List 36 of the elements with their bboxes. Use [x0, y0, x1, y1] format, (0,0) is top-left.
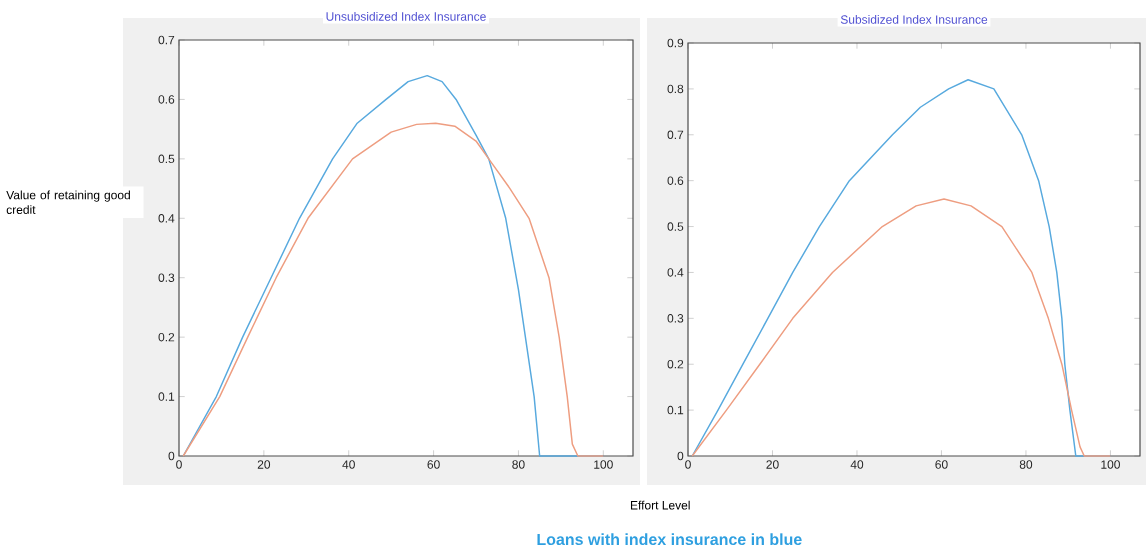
y-tick-label: 0.6 — [667, 176, 684, 185]
y-tick-label: 0.2 — [667, 359, 684, 369]
x-tick-label: 40 — [850, 460, 864, 469]
y-tick-label: 0.7 — [667, 130, 684, 140]
y-tick-label: 0.3 — [158, 273, 175, 282]
x-tick-label: 0 — [685, 460, 691, 469]
y-tick-label: 0.9 — [667, 38, 684, 48]
y-tick-label: 0.5 — [667, 222, 684, 231]
x-tick-label: 60 — [935, 460, 948, 469]
y-tick-label: 0.1 — [158, 392, 175, 401]
y-axis-title: Value of retaining good credit — [6, 190, 130, 214]
y-tick-label: 0.5 — [158, 154, 175, 164]
y-tick-label: 0.4 — [158, 214, 175, 223]
line-series — [691, 198, 1112, 457]
x-tick-label: 20 — [257, 460, 271, 469]
x-tick-label: 100 — [594, 460, 613, 469]
x-tick-label: 100 — [1101, 460, 1120, 469]
y-tick-label: 0.4 — [667, 268, 684, 277]
y-tick-label: 0.7 — [158, 35, 175, 45]
x-tick-label: 80 — [1019, 460, 1033, 469]
y-tick-label: 0.8 — [667, 84, 684, 94]
y-tick-label: 0.2 — [158, 332, 175, 342]
y-tick-label: 0 — [168, 451, 175, 461]
chart-title: Subsidized Index Insurance — [840, 14, 988, 24]
x-tick-label: 60 — [427, 460, 440, 469]
y-tick-label: 0.3 — [667, 314, 684, 323]
y-tick-label: 0.6 — [158, 95, 175, 104]
chart-title: Unsubsidized Index Insurance — [326, 11, 486, 21]
x-tick-label: 80 — [512, 460, 525, 469]
text: Loans with index insurance in blue — [537, 533, 802, 546]
y-tick-label: 0 — [677, 451, 684, 461]
x-tick-label: 40 — [342, 460, 355, 469]
y-tick-label: 0.1 — [667, 405, 684, 415]
x-axis-title: Effort Level — [630, 500, 690, 510]
x-tick-label: 20 — [766, 460, 779, 469]
x-tick-label: 0 — [176, 460, 182, 469]
